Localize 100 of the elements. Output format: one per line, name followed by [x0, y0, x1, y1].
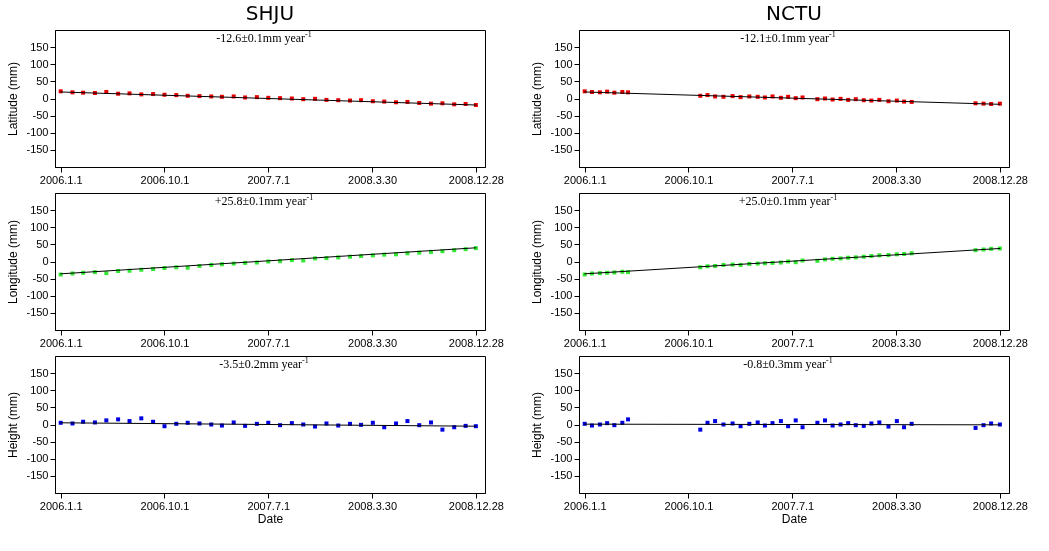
point [104, 418, 109, 423]
y-tick-label: 100 [30, 220, 49, 233]
y-tick-label: 0 [566, 92, 573, 104]
y-tick-label: 150 [30, 366, 49, 379]
x-tick-label: 2006.1.1 [39, 336, 83, 349]
point [162, 424, 167, 429]
x-tick-label: 2007.7.1 [771, 173, 815, 186]
y-tick-label: -50 [556, 272, 573, 285]
x-tick-label: 2006.10.1 [664, 499, 714, 512]
x-tick-label: 2006.1.1 [39, 499, 83, 512]
y-tick-label: 150 [554, 203, 573, 216]
x-axis-title: Date [781, 511, 808, 526]
y-tick-label: -100 [550, 126, 573, 139]
point [127, 419, 132, 424]
annotation: -12.6±0.1mm year$^{-1}$ [216, 30, 312, 46]
point [902, 425, 907, 430]
point [440, 427, 445, 432]
y-tick-label: -50 [32, 272, 49, 285]
y-tick-label: -100 [26, 452, 49, 465]
point [394, 421, 399, 426]
x-tick-label: 2008.12.28 [972, 499, 1028, 512]
point [116, 417, 121, 422]
x-tick-label: 2006.10.1 [664, 336, 714, 349]
x-tick-label: 2006.1.1 [39, 173, 83, 186]
point [778, 419, 783, 424]
x-axis-title: Date [257, 511, 284, 526]
point [877, 420, 882, 425]
y-tick-label: -100 [550, 452, 573, 465]
y-tick-label: 0 [566, 418, 573, 430]
x-tick-label: 2006.10.1 [140, 173, 190, 186]
y-tick-label: -150 [26, 143, 49, 156]
x-tick-label: 2008.3.30 [348, 499, 398, 512]
y-tick-label: 0 [42, 92, 49, 104]
y-tick-label: 100 [554, 57, 573, 70]
annotation: -12.1±0.1mm year$^{-1}$ [740, 30, 836, 46]
x-tick-label: 2007.7.1 [247, 173, 291, 186]
y-axis-title: Longitude (mm) [6, 219, 21, 305]
x-tick-label: 2008.12.28 [448, 336, 504, 349]
point [800, 425, 805, 430]
point [626, 417, 631, 422]
y-tick-label: 150 [554, 40, 573, 53]
y-tick-label: 150 [30, 40, 49, 53]
point [894, 419, 899, 424]
x-tick-label: 2008.12.28 [448, 173, 504, 186]
annotation: -3.5±0.2mm year$^{-1}$ [219, 356, 309, 372]
y-tick-label: 150 [30, 203, 49, 216]
point [698, 427, 703, 432]
y-tick-label: 0 [42, 255, 49, 267]
x-tick-label: 2007.7.1 [247, 336, 291, 349]
point [370, 420, 375, 425]
y-tick-label: 0 [566, 255, 573, 267]
y-tick-label: -50 [32, 109, 49, 122]
chart-title: NCTU [766, 1, 822, 25]
annotation: +25.8±0.1mm year$^{-1}$ [214, 193, 314, 209]
x-tick-label: 2008.12.28 [972, 336, 1028, 349]
y-tick-label: 100 [554, 220, 573, 233]
y-axis-title: Height (mm) [6, 391, 21, 459]
point [231, 420, 236, 425]
point [139, 416, 144, 421]
x-tick-label: 2008.12.28 [972, 173, 1028, 186]
y-tick-label: 0 [42, 418, 49, 430]
x-tick-label: 2007.7.1 [771, 499, 815, 512]
point [886, 424, 891, 429]
x-tick-label: 2006.10.1 [140, 336, 190, 349]
x-tick-label: 2006.10.1 [664, 173, 714, 186]
point [755, 420, 760, 425]
x-tick-label: 2008.12.28 [448, 499, 504, 512]
y-tick-label: 50 [36, 237, 49, 250]
y-tick-label: -150 [550, 469, 573, 482]
y-tick-label: -150 [550, 306, 573, 319]
y-tick-label: -150 [26, 469, 49, 482]
y-tick-label: 50 [560, 400, 573, 413]
y-axis-title: Latitude (mm) [6, 61, 21, 137]
point [973, 425, 978, 430]
y-tick-label: 50 [36, 400, 49, 413]
y-tick-label: -50 [556, 435, 573, 448]
y-tick-label: -50 [556, 109, 573, 122]
y-tick-label: -100 [26, 126, 49, 139]
x-tick-label: 2008.3.30 [348, 336, 398, 349]
y-tick-label: 50 [36, 74, 49, 87]
annotation: -0.8±0.3mm year$^{-1}$ [743, 356, 833, 372]
y-tick-label: 100 [30, 383, 49, 396]
point [405, 419, 410, 424]
x-tick-label: 2006.1.1 [563, 173, 607, 186]
y-tick-label: -150 [26, 306, 49, 319]
x-tick-label: 2008.3.30 [348, 173, 398, 186]
x-tick-label: 2008.3.30 [872, 336, 922, 349]
y-tick-label: 150 [554, 366, 573, 379]
chart-title: SHJU [245, 1, 295, 25]
annotation: +25.0±0.1mm year$^{-1}$ [738, 193, 838, 209]
point [793, 418, 798, 423]
y-tick-label: 100 [30, 57, 49, 70]
point [822, 418, 827, 423]
y-tick-label: -150 [550, 143, 573, 156]
x-tick-label: 2006.10.1 [140, 499, 190, 512]
y-tick-label: 50 [560, 237, 573, 250]
y-tick-label: -100 [26, 289, 49, 302]
x-tick-label: 2006.1.1 [563, 336, 607, 349]
point [713, 419, 718, 424]
y-tick-label: -100 [550, 289, 573, 302]
